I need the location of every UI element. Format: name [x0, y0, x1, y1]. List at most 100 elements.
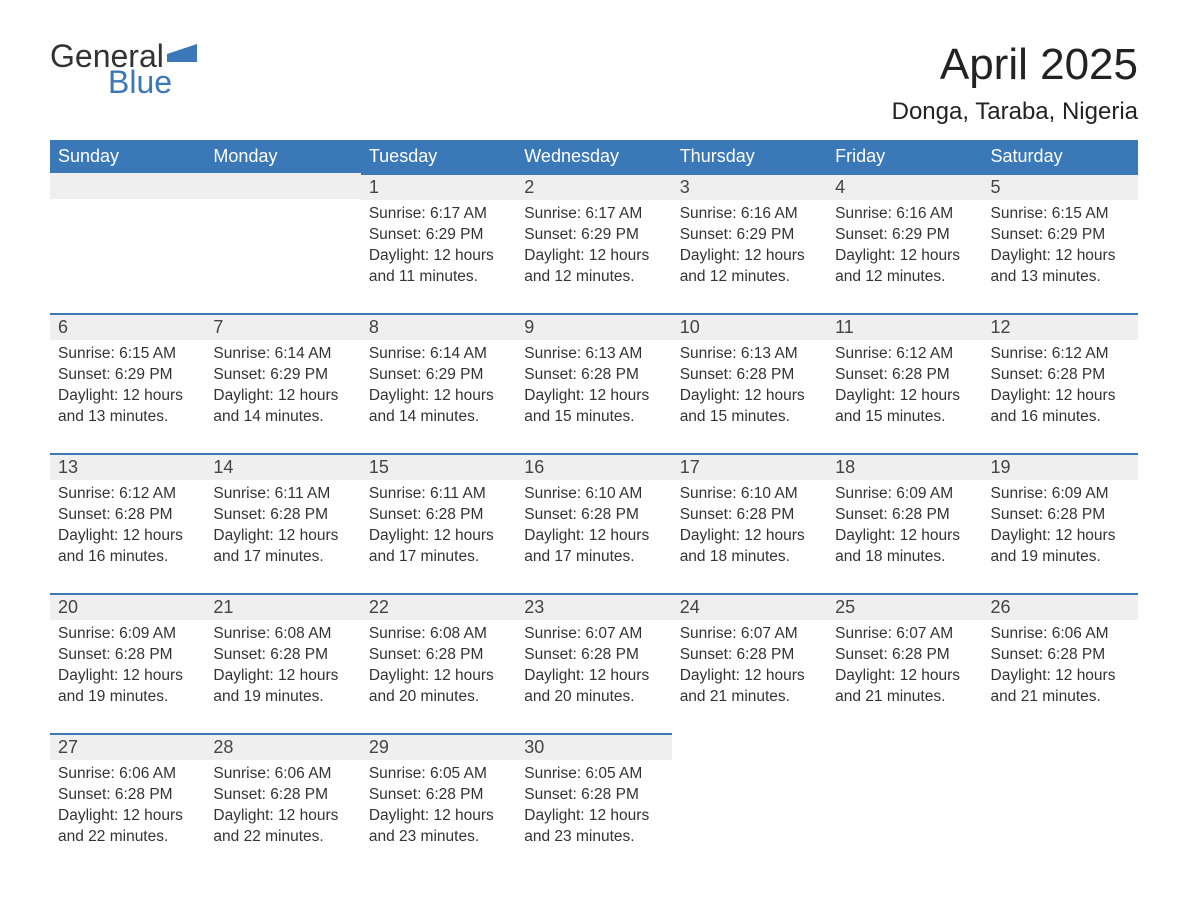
day-number: 26 — [983, 593, 1138, 620]
sunrise-line: Sunrise: 6:05 AM — [524, 764, 663, 785]
day-number: 25 — [827, 593, 982, 620]
day-details: Sunrise: 6:05 AMSunset: 6:28 PMDaylight:… — [516, 760, 671, 860]
weekday-header: Wednesday — [516, 140, 671, 173]
daylight-line: Daylight: 12 hours and 17 minutes. — [524, 526, 663, 568]
sunrise-line: Sunrise: 6:08 AM — [213, 624, 352, 645]
sunset-line: Sunset: 6:29 PM — [680, 225, 819, 246]
day-number: 19 — [983, 453, 1138, 480]
sunset-line: Sunset: 6:28 PM — [835, 505, 974, 526]
calendar-week-row: 13Sunrise: 6:12 AMSunset: 6:28 PMDayligh… — [50, 453, 1138, 593]
calendar-cell: 18Sunrise: 6:09 AMSunset: 6:28 PMDayligh… — [827, 453, 982, 593]
daylight-line: Daylight: 12 hours and 17 minutes. — [213, 526, 352, 568]
calendar-cell: 2Sunrise: 6:17 AMSunset: 6:29 PMDaylight… — [516, 173, 671, 313]
calendar-table: SundayMondayTuesdayWednesdayThursdayFrid… — [50, 140, 1138, 873]
sunset-line: Sunset: 6:28 PM — [369, 645, 508, 666]
daylight-line: Daylight: 12 hours and 11 minutes. — [369, 246, 508, 288]
calendar-cell: 7Sunrise: 6:14 AMSunset: 6:29 PMDaylight… — [205, 313, 360, 453]
day-number: 17 — [672, 453, 827, 480]
daylight-line: Daylight: 12 hours and 21 minutes. — [835, 666, 974, 708]
sunrise-line: Sunrise: 6:05 AM — [369, 764, 508, 785]
day-details: Sunrise: 6:14 AMSunset: 6:29 PMDaylight:… — [205, 340, 360, 440]
calendar-cell — [50, 173, 205, 313]
calendar-cell: 3Sunrise: 6:16 AMSunset: 6:29 PMDaylight… — [672, 173, 827, 313]
sunset-line: Sunset: 6:28 PM — [58, 785, 197, 806]
day-number: 3 — [672, 173, 827, 200]
sunrise-line: Sunrise: 6:07 AM — [524, 624, 663, 645]
daylight-line: Daylight: 12 hours and 23 minutes. — [524, 806, 663, 848]
calendar-cell: 1Sunrise: 6:17 AMSunset: 6:29 PMDaylight… — [361, 173, 516, 313]
sunrise-line: Sunrise: 6:09 AM — [991, 484, 1130, 505]
day-details: Sunrise: 6:06 AMSunset: 6:28 PMDaylight:… — [50, 760, 205, 860]
calendar-cell: 9Sunrise: 6:13 AMSunset: 6:28 PMDaylight… — [516, 313, 671, 453]
day-details: Sunrise: 6:11 AMSunset: 6:28 PMDaylight:… — [205, 480, 360, 580]
location: Donga, Taraba, Nigeria — [892, 98, 1138, 126]
sunset-line: Sunset: 6:29 PM — [369, 365, 508, 386]
day-number: 13 — [50, 453, 205, 480]
day-details: Sunrise: 6:10 AMSunset: 6:28 PMDaylight:… — [672, 480, 827, 580]
daylight-line: Daylight: 12 hours and 17 minutes. — [369, 526, 508, 568]
calendar-cell — [672, 733, 827, 873]
day-number: 12 — [983, 313, 1138, 340]
sunrise-line: Sunrise: 6:09 AM — [58, 624, 197, 645]
day-number: 22 — [361, 593, 516, 620]
calendar-cell: 8Sunrise: 6:14 AMSunset: 6:29 PMDaylight… — [361, 313, 516, 453]
day-details: Sunrise: 6:16 AMSunset: 6:29 PMDaylight:… — [672, 200, 827, 300]
sunrise-line: Sunrise: 6:17 AM — [524, 204, 663, 225]
day-details: Sunrise: 6:08 AMSunset: 6:28 PMDaylight:… — [361, 620, 516, 720]
daylight-line: Daylight: 12 hours and 12 minutes. — [524, 246, 663, 288]
day-number: 27 — [50, 733, 205, 760]
sunset-line: Sunset: 6:28 PM — [58, 645, 197, 666]
daylight-line: Daylight: 12 hours and 19 minutes. — [213, 666, 352, 708]
day-details: Sunrise: 6:07 AMSunset: 6:28 PMDaylight:… — [672, 620, 827, 720]
sunrise-line: Sunrise: 6:13 AM — [680, 344, 819, 365]
daylight-line: Daylight: 12 hours and 18 minutes. — [680, 526, 819, 568]
sunset-line: Sunset: 6:28 PM — [835, 645, 974, 666]
daylight-line: Daylight: 12 hours and 14 minutes. — [369, 386, 508, 428]
day-details: Sunrise: 6:13 AMSunset: 6:28 PMDaylight:… — [516, 340, 671, 440]
sunset-line: Sunset: 6:28 PM — [680, 645, 819, 666]
sunset-line: Sunset: 6:29 PM — [369, 225, 508, 246]
weekday-header: Sunday — [50, 140, 205, 173]
daylight-line: Daylight: 12 hours and 12 minutes. — [835, 246, 974, 288]
sunset-line: Sunset: 6:29 PM — [213, 365, 352, 386]
weekday-header: Thursday — [672, 140, 827, 173]
daylight-line: Daylight: 12 hours and 21 minutes. — [680, 666, 819, 708]
sunrise-line: Sunrise: 6:06 AM — [991, 624, 1130, 645]
day-details: Sunrise: 6:08 AMSunset: 6:28 PMDaylight:… — [205, 620, 360, 720]
daylight-line: Daylight: 12 hours and 22 minutes. — [58, 806, 197, 848]
day-details: Sunrise: 6:11 AMSunset: 6:28 PMDaylight:… — [361, 480, 516, 580]
calendar-cell: 10Sunrise: 6:13 AMSunset: 6:28 PMDayligh… — [672, 313, 827, 453]
sunset-line: Sunset: 6:28 PM — [524, 645, 663, 666]
calendar-cell: 22Sunrise: 6:08 AMSunset: 6:28 PMDayligh… — [361, 593, 516, 733]
header: General Blue April 2025 Donga, Taraba, N… — [50, 40, 1138, 136]
daylight-line: Daylight: 12 hours and 14 minutes. — [213, 386, 352, 428]
sunset-line: Sunset: 6:28 PM — [213, 505, 352, 526]
day-number: 4 — [827, 173, 982, 200]
sunrise-line: Sunrise: 6:12 AM — [835, 344, 974, 365]
day-number: 1 — [361, 173, 516, 200]
day-details: Sunrise: 6:09 AMSunset: 6:28 PMDaylight:… — [50, 620, 205, 720]
sunset-line: Sunset: 6:29 PM — [524, 225, 663, 246]
day-details: Sunrise: 6:12 AMSunset: 6:28 PMDaylight:… — [827, 340, 982, 440]
sunset-line: Sunset: 6:28 PM — [213, 645, 352, 666]
sunrise-line: Sunrise: 6:14 AM — [369, 344, 508, 365]
day-details: Sunrise: 6:06 AMSunset: 6:28 PMDaylight:… — [205, 760, 360, 860]
calendar-cell: 25Sunrise: 6:07 AMSunset: 6:28 PMDayligh… — [827, 593, 982, 733]
sunset-line: Sunset: 6:28 PM — [991, 645, 1130, 666]
sunrise-line: Sunrise: 6:15 AM — [991, 204, 1130, 225]
day-number: 30 — [516, 733, 671, 760]
daylight-line: Daylight: 12 hours and 12 minutes. — [680, 246, 819, 288]
sunrise-line: Sunrise: 6:10 AM — [524, 484, 663, 505]
day-number: 7 — [205, 313, 360, 340]
sunrise-line: Sunrise: 6:10 AM — [680, 484, 819, 505]
sunset-line: Sunset: 6:28 PM — [369, 505, 508, 526]
day-details: Sunrise: 6:07 AMSunset: 6:28 PMDaylight:… — [516, 620, 671, 720]
calendar-cell: 30Sunrise: 6:05 AMSunset: 6:28 PMDayligh… — [516, 733, 671, 873]
sunrise-line: Sunrise: 6:07 AM — [680, 624, 819, 645]
day-details: Sunrise: 6:15 AMSunset: 6:29 PMDaylight:… — [50, 340, 205, 440]
sunset-line: Sunset: 6:28 PM — [835, 365, 974, 386]
sunrise-line: Sunrise: 6:08 AM — [369, 624, 508, 645]
daylight-line: Daylight: 12 hours and 16 minutes. — [991, 386, 1130, 428]
calendar-cell: 23Sunrise: 6:07 AMSunset: 6:28 PMDayligh… — [516, 593, 671, 733]
sunrise-line: Sunrise: 6:15 AM — [58, 344, 197, 365]
